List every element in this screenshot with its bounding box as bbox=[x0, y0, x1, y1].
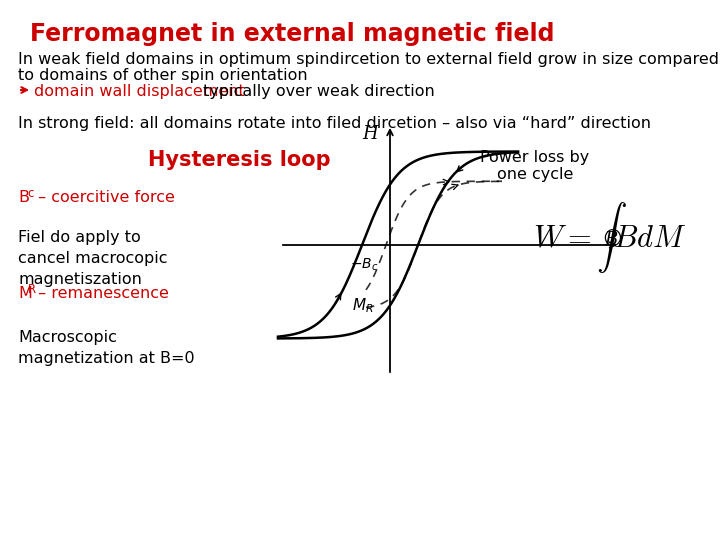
Text: M: M bbox=[18, 286, 32, 301]
Text: Fiel do apply to
cancel macrocopic
magnetiszation: Fiel do apply to cancel macrocopic magne… bbox=[18, 230, 168, 287]
Text: Ferromagnet in external magnetic field: Ferromagnet in external magnetic field bbox=[30, 22, 554, 46]
Text: In strong field: all domains rotate into filed dircetion – also via “hard” direc: In strong field: all domains rotate into… bbox=[18, 116, 651, 131]
Text: Power loss by
one cycle: Power loss by one cycle bbox=[480, 150, 590, 183]
Text: $M_R$: $M_R$ bbox=[352, 296, 374, 315]
Text: B: B bbox=[605, 231, 618, 249]
Text: typically over weak direction: typically over weak direction bbox=[198, 84, 435, 99]
Text: to domains of other spin orientation: to domains of other spin orientation bbox=[18, 68, 307, 83]
Text: R: R bbox=[28, 283, 36, 296]
Text: $W = \oint BdM$: $W = \oint BdM$ bbox=[534, 200, 687, 275]
Text: Hysteresis loop: Hysteresis loop bbox=[148, 150, 330, 170]
Text: – coercitive force: – coercitive force bbox=[33, 190, 175, 205]
Text: domain wall displacement: domain wall displacement bbox=[34, 84, 245, 99]
Text: Macroscopic
magnetization at B=0: Macroscopic magnetization at B=0 bbox=[18, 330, 194, 366]
Text: c: c bbox=[27, 187, 33, 200]
Text: B: B bbox=[18, 190, 29, 205]
Text: H: H bbox=[362, 125, 378, 143]
Text: In weak field domains in optimum spindircetion to external field grow in size co: In weak field domains in optimum spindir… bbox=[18, 52, 719, 67]
Text: – remanescence: – remanescence bbox=[33, 286, 169, 301]
Text: $-B_c$: $-B_c$ bbox=[350, 257, 378, 273]
